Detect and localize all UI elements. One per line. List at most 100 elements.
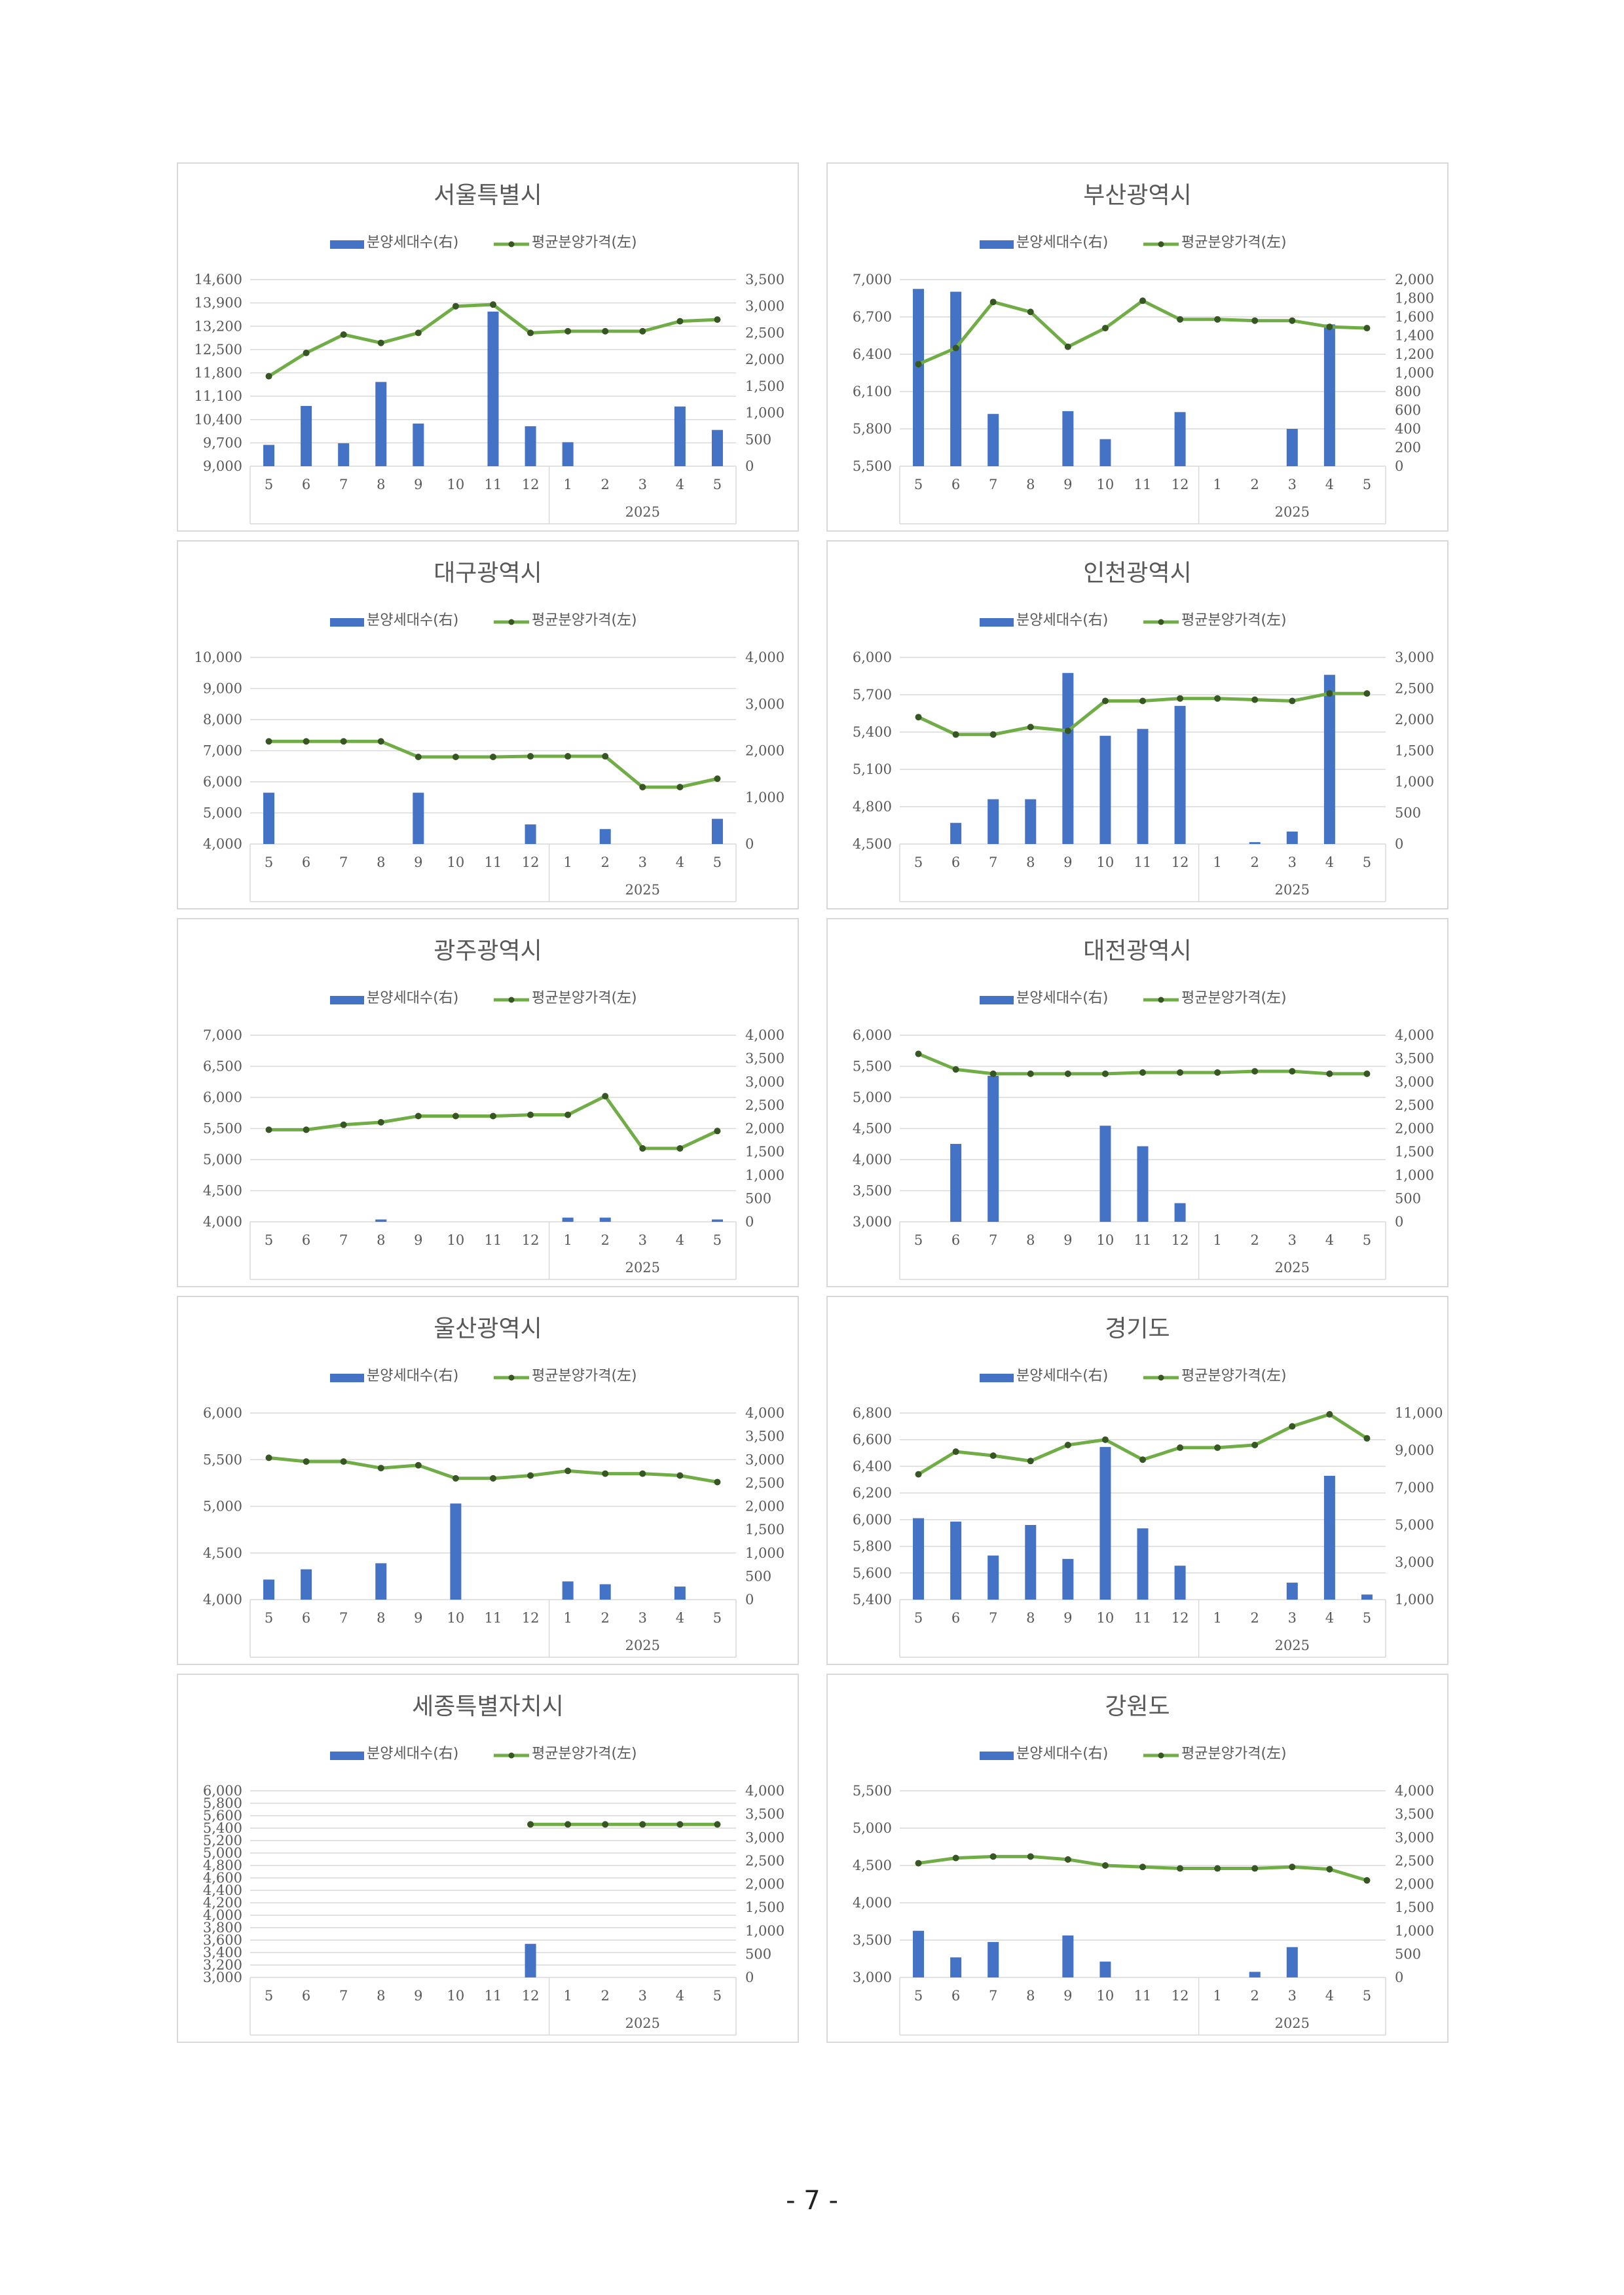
bar	[1174, 412, 1186, 466]
x-axis-tick-label: 2	[1251, 854, 1259, 870]
left-axis-tick-label: 5,000	[203, 1152, 242, 1167]
line-marker	[952, 1066, 959, 1073]
right-axis-tick-label: 4,000	[1395, 1783, 1434, 1799]
right-axis-tick-label: 0	[745, 1592, 754, 1607]
x-axis-tick-label: 8	[1026, 1988, 1035, 2004]
line-marker	[415, 1461, 422, 1469]
x-axis-tick-label: 5	[914, 477, 923, 492]
right-axis-tick-label: 3,000	[1395, 1074, 1434, 1090]
line-marker	[1101, 1070, 1109, 1077]
chart-panel: 강원도 분양세대수(右) 평균분양가격(左) 3,000 3,500 4,000 4,500…	[826, 1674, 1449, 2043]
x-axis-tick-label: 12	[522, 854, 540, 870]
left-axis-tick-label: 6,200	[853, 1485, 892, 1501]
line-marker	[1139, 297, 1146, 304]
bar	[1099, 439, 1111, 466]
right-axis-tick-label: 1,000	[745, 1167, 784, 1183]
line-marker	[1064, 1856, 1071, 1863]
line-marker	[415, 754, 422, 760]
bar	[525, 426, 536, 466]
x-axis-tick-label: 6	[951, 1610, 960, 1626]
year-label: 2025	[625, 2015, 660, 2031]
bar	[1286, 832, 1298, 844]
legend-bar-swatch	[330, 1374, 364, 1382]
x-axis-tick-label: 1	[563, 477, 572, 492]
left-axis-tick-label: 6,800	[853, 1405, 892, 1421]
x-axis-tick-label: 5	[713, 1232, 722, 1248]
x-axis-tick-label: 12	[1172, 1610, 1189, 1626]
line-marker	[639, 1470, 646, 1477]
x-axis-tick-label: 10	[1097, 1988, 1115, 2004]
right-axis-tick-label: 2,500	[1395, 681, 1434, 697]
line-marker	[915, 714, 922, 721]
line-marker	[676, 1472, 684, 1479]
x-axis-tick-label: 4	[676, 1610, 684, 1626]
right-axis-tick-label: 0	[1395, 458, 1403, 474]
right-axis-tick-label: 1,600	[1395, 309, 1434, 325]
bar	[711, 818, 723, 844]
right-axis-tick-label: 2,000	[745, 743, 784, 759]
line-marker	[1326, 690, 1333, 697]
line-marker	[1027, 1070, 1034, 1077]
line-marker	[1363, 1877, 1371, 1884]
legend-bar-label: 분양세대수(右)	[1016, 234, 1108, 251]
bar	[1099, 1126, 1111, 1222]
right-axis-tick-label: 1,500	[745, 1522, 784, 1537]
bar	[487, 311, 499, 466]
left-axis-tick-label: 5,000	[203, 1499, 242, 1515]
line-marker	[1214, 1069, 1221, 1076]
line-marker	[564, 1467, 572, 1475]
left-axis-tick-label: 4,000	[203, 1592, 242, 1607]
line-marker	[452, 1112, 459, 1120]
line-marker	[1289, 317, 1296, 324]
bar	[562, 1581, 574, 1600]
bar	[375, 382, 387, 466]
line-marker	[1177, 695, 1184, 702]
left-axis-tick-label: 5,000	[203, 805, 242, 821]
right-axis-tick-label: 0	[1395, 1970, 1403, 1985]
right-axis-tick-label: 2,500	[1395, 1853, 1434, 1869]
left-axis-tick-label: 5,000	[203, 1845, 242, 1861]
x-axis-tick-label: 12	[522, 1610, 540, 1626]
x-axis-tick-label: 5	[265, 1988, 273, 2004]
chart-title: 대전광역시	[1083, 938, 1192, 964]
bar	[1286, 429, 1298, 466]
right-axis-tick-label: 3,500	[745, 1807, 784, 1822]
left-axis-tick-label: 5,700	[853, 687, 892, 703]
left-axis-tick-label: 3,500	[853, 1932, 892, 1948]
line-marker	[340, 1458, 347, 1465]
left-axis-tick-label: 4,500	[853, 1121, 892, 1137]
left-axis-tick-label: 5,400	[853, 1592, 892, 1607]
bar	[1323, 324, 1335, 466]
line-marker	[915, 1860, 922, 1867]
line-marker	[676, 318, 684, 325]
left-axis-tick-label: 9,700	[203, 435, 242, 450]
left-axis-tick-label: 6,100	[853, 384, 892, 399]
bar	[1062, 1935, 1074, 1977]
line-marker	[265, 1454, 272, 1461]
x-axis-tick-label: 10	[447, 1232, 465, 1248]
right-axis-tick-label: 0	[1395, 1214, 1403, 1230]
line-marker	[639, 1821, 646, 1828]
line-marker	[490, 754, 496, 760]
line-marker	[527, 1111, 534, 1118]
line-marker	[1177, 1865, 1184, 1872]
year-label: 2025	[1275, 882, 1310, 898]
right-axis-tick-label: 1,000	[745, 405, 784, 421]
year-label: 2025	[625, 1260, 660, 1276]
x-axis-tick-label: 12	[1172, 477, 1189, 492]
right-axis-tick-label: 500	[1395, 1190, 1421, 1206]
right-axis-tick-label: 2,000	[745, 1877, 784, 1892]
legend-line-marker	[1158, 1374, 1164, 1381]
x-axis-tick-label: 7	[339, 1232, 348, 1248]
left-axis-tick-label: 6,000	[853, 1027, 892, 1043]
x-axis-tick-label: 9	[414, 854, 422, 870]
line-marker	[1251, 1865, 1259, 1872]
x-axis-tick-label: 4	[676, 1232, 684, 1248]
right-axis-tick-label: 4,000	[745, 1405, 784, 1421]
legend-line-marker	[508, 619, 515, 625]
left-axis-tick-label: 5,500	[203, 1121, 242, 1137]
line-marker	[989, 731, 997, 738]
right-axis-tick-label: 600	[1395, 403, 1421, 418]
line-marker	[1064, 1441, 1071, 1448]
price-line	[268, 739, 718, 789]
